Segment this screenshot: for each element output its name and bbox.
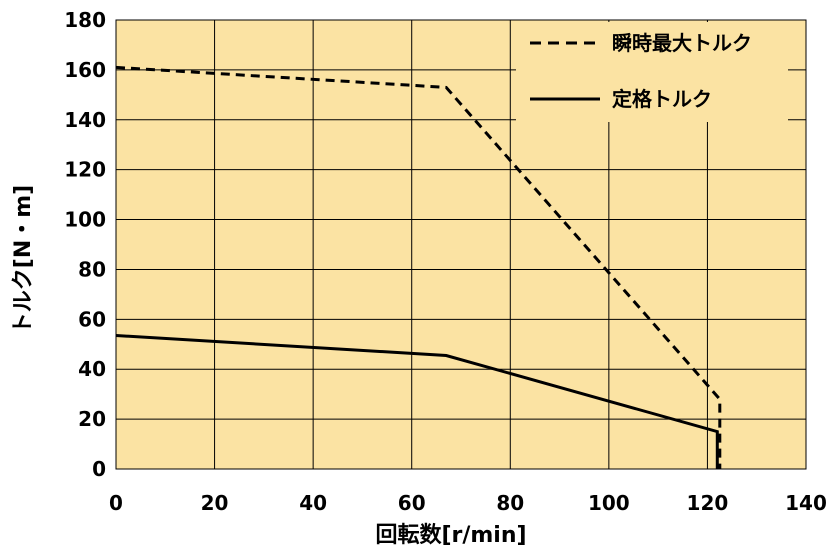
tick-labels: 0 20 40 60 80 100 120 140 160 180 0 20 40 60 80 100 120 1… [64, 8, 827, 515]
y-tick-label: 60 [78, 307, 106, 331]
y-tick-label: 160 [64, 58, 106, 82]
series-line-1 [115, 65, 722, 469]
y-tick-label: 40 [78, 357, 106, 381]
legend-label-1: 瞬時最大トルク [612, 31, 752, 55]
x-tick-label: 140 [785, 491, 827, 515]
y-tick-label: 0 [92, 457, 106, 481]
y-tick-label: 180 [64, 8, 106, 32]
x-tick-label: 80 [496, 491, 524, 515]
y-tick-label: 120 [64, 158, 106, 182]
series-line-2 [115, 334, 719, 469]
x-tick-label: 40 [299, 491, 327, 515]
legend-label-2: 定格トルク [612, 87, 712, 111]
y-tick-label: 80 [78, 257, 106, 281]
series-layer [115, 65, 722, 469]
x-tick-label: 0 [109, 491, 123, 515]
x-tick-label: 60 [398, 491, 426, 515]
y-tick-label: 100 [64, 208, 106, 232]
legend-box [516, 22, 788, 122]
x-tick-label: 20 [201, 491, 229, 515]
x-axis-label: 回転数[r/min] [375, 522, 526, 548]
y-tick-label: 20 [78, 407, 106, 431]
y-axis-label: トルク[N・m] [11, 185, 36, 334]
y-tick-label: 140 [64, 108, 106, 132]
x-tick-label: 100 [588, 491, 630, 515]
x-tick-label: 120 [687, 491, 729, 515]
